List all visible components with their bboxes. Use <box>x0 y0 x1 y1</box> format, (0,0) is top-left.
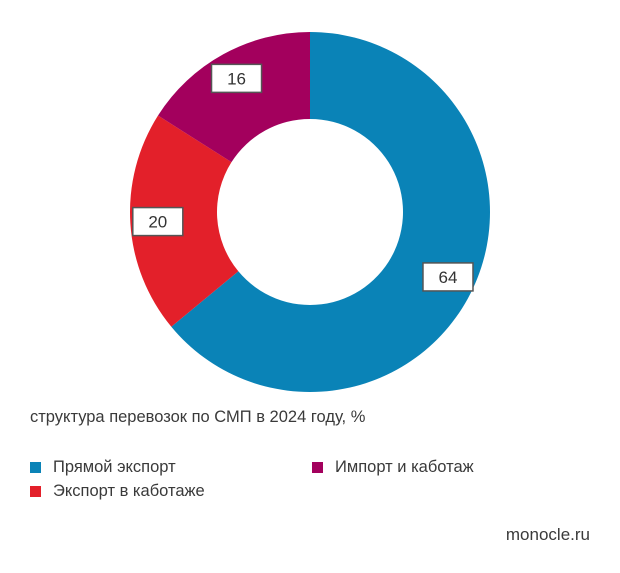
donut-slice-0 <box>171 32 490 392</box>
data-label-box-1 <box>132 206 184 237</box>
donut-slice-2 <box>158 32 310 163</box>
data-label-box-0 <box>422 262 474 292</box>
legend-item-export-cabotage: Экспорт в каботаже <box>30 482 205 501</box>
data-label-text-0: 64 <box>439 268 458 287</box>
legend-label-direct-export: Прямой экспорт <box>53 458 176 476</box>
legend-label-import-cabotage: Импорт и каботаж <box>335 458 474 476</box>
donut-slice-1 <box>130 115 239 327</box>
data-label-1: 20 <box>132 206 184 237</box>
donut-chart: 64 20 16 <box>130 32 490 392</box>
legend-swatch-import-cabotage <box>312 462 323 473</box>
legend-item-direct-export: Прямой экспорт <box>30 458 176 477</box>
data-label-0: 64 <box>422 262 474 292</box>
legend-swatch-direct-export <box>30 462 41 473</box>
legend-item-import-cabotage: Импорт и каботаж <box>312 458 474 477</box>
data-label-2: 16 <box>210 63 263 94</box>
data-label-text-1: 20 <box>148 213 167 232</box>
data-label-text-2: 16 <box>227 69 246 88</box>
legend-swatch-export-cabotage <box>30 486 41 497</box>
data-label-box-2 <box>210 63 263 94</box>
source-label: monocle.ru <box>505 525 590 544</box>
legend-label-export-cabotage: Экспорт в каботаже <box>53 482 205 500</box>
chart-title: структура перевозок по СМП в 2024 году, … <box>30 408 366 426</box>
